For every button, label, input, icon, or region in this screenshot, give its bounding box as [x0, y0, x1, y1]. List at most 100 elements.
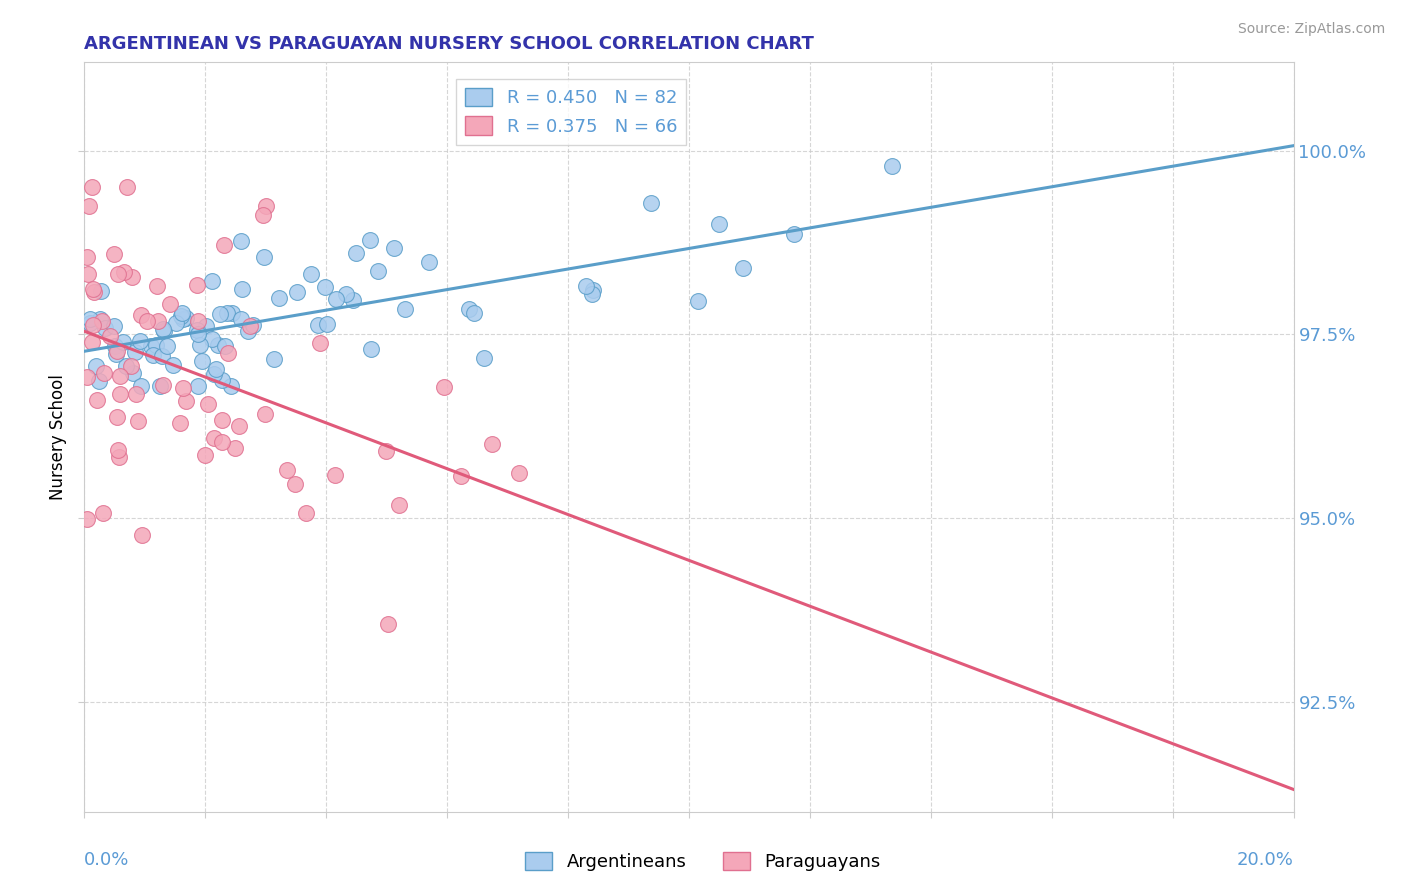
Point — [76, 250, 98, 264]
Point — [146, 278, 169, 293]
Point — [782, 227, 804, 241]
Point — [174, 310, 197, 325]
Point — [169, 416, 191, 430]
Point — [880, 159, 903, 173]
Point — [242, 318, 264, 332]
Point — [94, 320, 117, 334]
Point — [187, 326, 209, 341]
Point — [267, 291, 290, 305]
Point — [76, 369, 98, 384]
Point — [335, 287, 357, 301]
Point — [79, 312, 101, 326]
Point — [731, 260, 754, 275]
Point — [221, 306, 243, 320]
Point — [136, 314, 159, 328]
Point — [224, 441, 246, 455]
Point — [276, 463, 298, 477]
Point — [156, 339, 179, 353]
Point — [145, 338, 167, 352]
Point — [472, 351, 495, 365]
Point — [450, 469, 472, 483]
Point — [229, 312, 252, 326]
Point — [98, 328, 121, 343]
Point — [103, 247, 125, 261]
Point — [208, 307, 231, 321]
Point — [211, 435, 233, 450]
Point — [172, 381, 194, 395]
Point — [307, 318, 329, 332]
Point — [166, 317, 188, 331]
Point — [79, 317, 101, 331]
Point — [375, 443, 398, 458]
Point — [104, 339, 127, 353]
Point — [388, 499, 411, 513]
Point — [197, 397, 219, 411]
Point — [152, 349, 174, 363]
Point — [86, 392, 108, 407]
Text: Source: ZipAtlas.com: Source: ZipAtlas.com — [1237, 22, 1385, 37]
Point — [231, 234, 253, 248]
Point — [84, 359, 107, 374]
Point — [323, 468, 346, 483]
Point — [308, 336, 330, 351]
Point — [172, 306, 194, 320]
Point — [316, 317, 339, 331]
Point — [263, 351, 285, 366]
Point — [120, 359, 142, 374]
Point — [299, 268, 322, 282]
Point — [367, 263, 389, 277]
Point — [236, 324, 259, 338]
Point — [688, 293, 710, 308]
Point — [108, 386, 131, 401]
Point — [252, 208, 274, 222]
Point — [139, 338, 162, 352]
Point — [382, 241, 405, 255]
Point — [582, 283, 605, 297]
Point — [231, 282, 253, 296]
Point — [170, 309, 193, 323]
Point — [377, 617, 399, 632]
Point — [149, 378, 172, 392]
Point — [186, 277, 208, 292]
Point — [127, 414, 149, 428]
Point — [128, 334, 150, 348]
Point — [87, 374, 110, 388]
Legend: R = 0.450   N = 82, R = 0.375   N = 66: R = 0.450 N = 82, R = 0.375 N = 66 — [456, 79, 686, 145]
Point — [89, 312, 111, 326]
Point — [131, 528, 153, 542]
Point — [201, 332, 224, 346]
Legend: Argentineans, Paraguayans: Argentineans, Paraguayans — [519, 845, 887, 879]
Point — [115, 359, 138, 373]
Point — [148, 314, 170, 328]
Point — [214, 338, 236, 352]
Point — [108, 369, 131, 384]
Point — [82, 318, 104, 332]
Point — [125, 387, 148, 401]
Point — [202, 431, 225, 445]
Point — [202, 367, 225, 381]
Point — [82, 180, 104, 194]
Point — [112, 264, 135, 278]
Point — [463, 306, 485, 320]
Point — [105, 343, 128, 358]
Point — [344, 246, 367, 260]
Point — [640, 196, 662, 211]
Point — [121, 270, 143, 285]
Point — [115, 180, 138, 194]
Point — [581, 286, 603, 301]
Point — [207, 338, 229, 352]
Point — [77, 199, 100, 213]
Point — [83, 285, 105, 300]
Point — [91, 314, 114, 328]
Text: ARGENTINEAN VS PARAGUAYAN NURSERY SCHOOL CORRELATION CHART: ARGENTINEAN VS PARAGUAYAN NURSERY SCHOOL… — [84, 35, 814, 53]
Point — [153, 324, 176, 338]
Point — [142, 348, 165, 362]
Point — [359, 233, 381, 247]
Point — [239, 319, 262, 334]
Point — [253, 407, 276, 421]
Point — [211, 373, 233, 387]
Point — [217, 346, 239, 360]
Point — [294, 506, 316, 520]
Point — [91, 506, 114, 520]
Point — [172, 312, 194, 326]
